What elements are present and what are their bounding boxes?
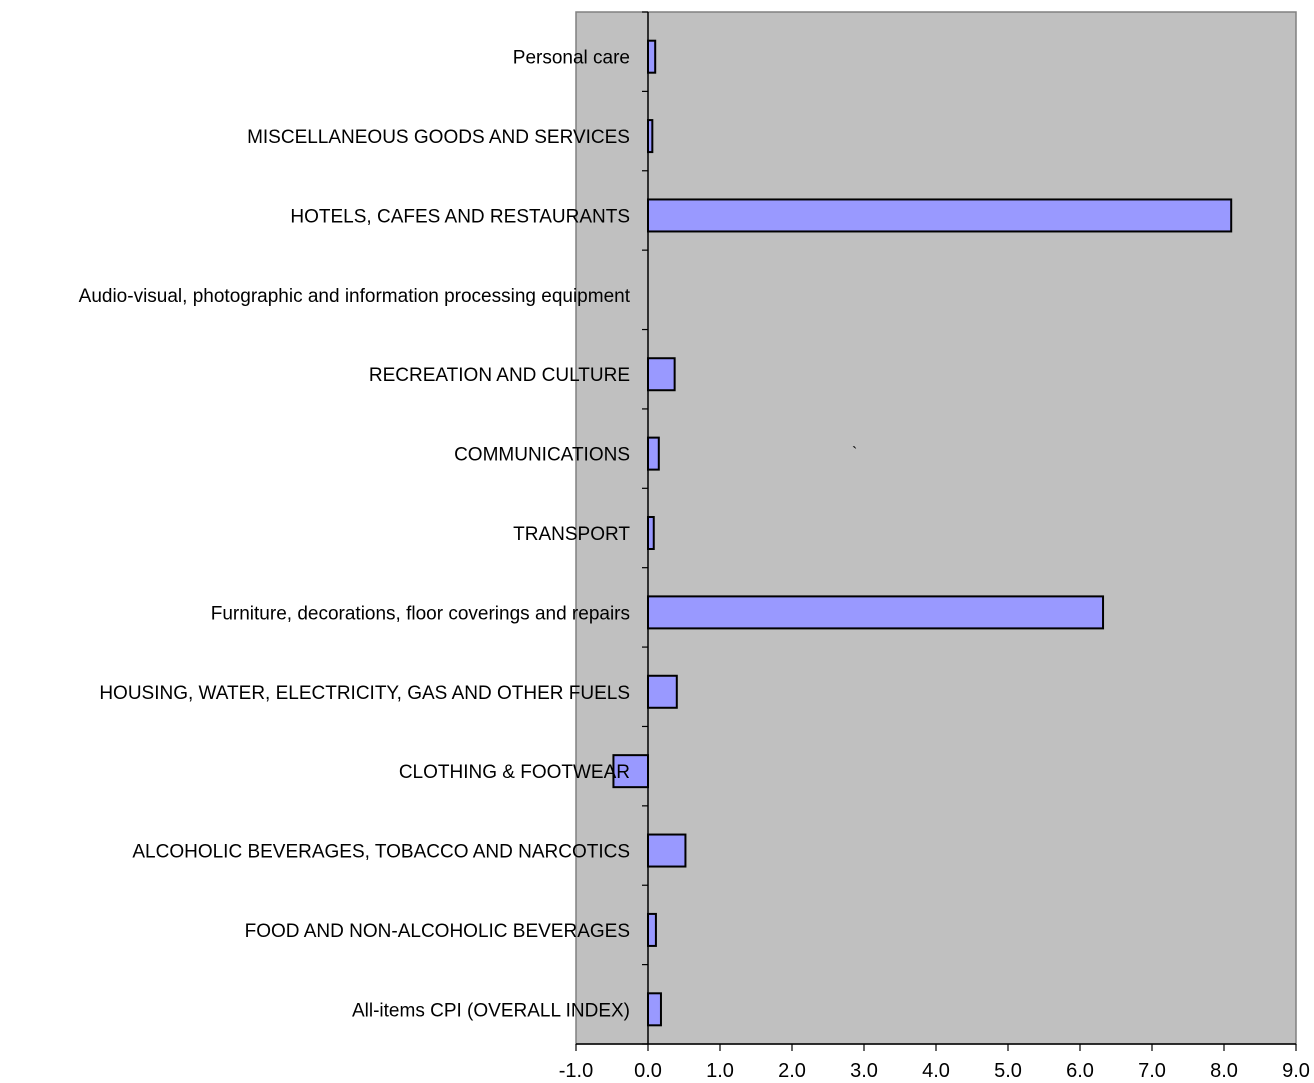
axes-layer <box>575 11 1297 1051</box>
category-label: CLOTHING & FOOTWEAR <box>399 762 630 783</box>
bar <box>647 198 1233 233</box>
bar <box>647 912 657 947</box>
bar <box>647 992 662 1027</box>
bar <box>647 833 687 868</box>
category-label: FOOD AND NON-ALCOHOLIC BEVERAGES <box>245 921 630 942</box>
x-tick-label: 5.0 <box>994 1060 1022 1082</box>
x-tick-label: 3.0 <box>850 1060 878 1082</box>
category-label: Furniture, decorations, floor coverings … <box>211 603 630 624</box>
x-tick-label: 4.0 <box>922 1060 950 1082</box>
chart-annotation: ` <box>852 445 857 462</box>
bar <box>647 436 660 471</box>
bar <box>647 595 1105 630</box>
category-label: TRANSPORT <box>513 524 630 545</box>
category-label: ALCOHOLIC BEVERAGES, TOBACCO AND NARCOTI… <box>132 842 630 863</box>
category-label: All-items CPI (OVERALL INDEX) <box>352 1000 630 1021</box>
x-tick-label: 1.0 <box>706 1060 734 1082</box>
bar <box>647 674 678 709</box>
x-tick-label: -1.0 <box>559 1060 593 1082</box>
x-tick-label: 8.0 <box>1210 1060 1238 1082</box>
category-label: HOUSING, WATER, ELECTRICITY, GAS AND OTH… <box>99 683 630 704</box>
x-tick-label: 0.0 <box>634 1060 662 1082</box>
x-tick-label: 9.0 <box>1282 1060 1310 1082</box>
x-tick-label: 2.0 <box>778 1060 806 1082</box>
bar <box>647 516 655 550</box>
category-label: MISCELLANEOUS GOODS AND SERVICES <box>247 127 630 148</box>
labels-layer: -1.0 0.0 1.0 2.0 3.0 4.0 5.0 6.0 7.0 8.0 9.0 All-it… <box>79 48 1310 1082</box>
x-tick-label: 6.0 <box>1066 1060 1094 1082</box>
bar <box>647 357 676 392</box>
category-label: COMMUNICATIONS <box>454 445 630 466</box>
bar <box>647 39 657 74</box>
plot-area <box>575 11 1297 1045</box>
category-label: HOTELS, CAFES AND RESTAURANTS <box>290 206 630 227</box>
x-tick-label: 7.0 <box>1138 1060 1166 1082</box>
category-label: RECREATION AND CULTURE <box>369 365 630 386</box>
category-label: Personal care <box>513 48 630 69</box>
category-label: Audio-visual, photographic and informati… <box>79 286 631 307</box>
